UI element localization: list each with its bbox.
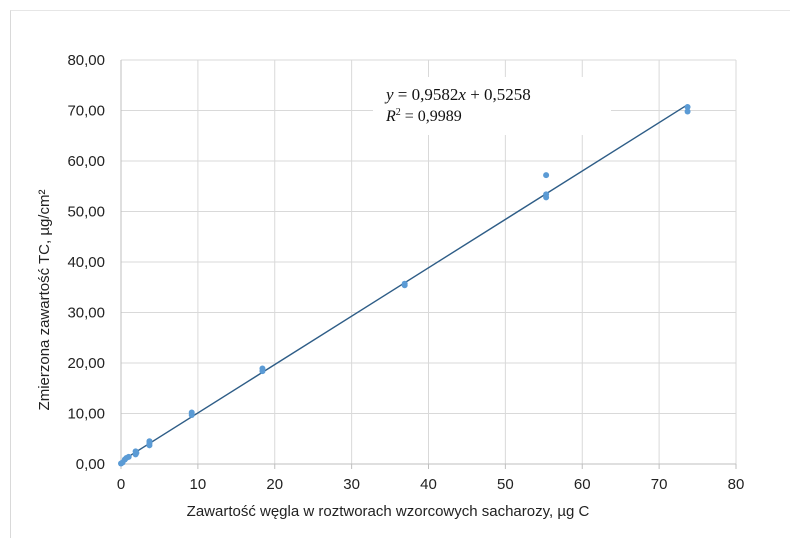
- x-tick-label: 30: [343, 476, 360, 493]
- y-tick-label: 10,00: [67, 406, 105, 423]
- data-point: [146, 438, 153, 445]
- y-tick-label: 70,00: [67, 103, 105, 120]
- y-tick-label: 20,00: [67, 355, 105, 372]
- data-point: [401, 280, 408, 287]
- equation-y: y: [384, 85, 394, 104]
- data-point: [684, 108, 691, 115]
- x-axis-title: Zawartość węgla w roztworach wzorcowych …: [187, 503, 590, 520]
- y-tick-label: 0,00: [76, 456, 105, 473]
- data-point: [133, 449, 140, 456]
- y-tick-label: 80,00: [67, 52, 105, 69]
- equation-label-bg: [373, 77, 611, 135]
- y-axis-title: Zmierzona zawartość TC, µg/cm²: [36, 190, 53, 411]
- y-tick-label: 40,00: [67, 254, 105, 271]
- chart-frame: 0 10 20 30 40 50 60 70 80 0,00 10,00 20,00 30,00 40,0…: [10, 10, 790, 538]
- data-point: [125, 453, 132, 460]
- x-tick-label: 40: [420, 476, 437, 493]
- data-point: [684, 103, 691, 110]
- tick-labels: 0 10 20 30 40 50 60 70 80 0,00 10,00 20,00 30,00 40,0…: [67, 52, 744, 493]
- y-tick-label: 60,00: [67, 153, 105, 170]
- equation-intercept: + 0,5258: [466, 85, 531, 104]
- equation-x: x: [457, 85, 466, 104]
- scatter-chart: 0 10 20 30 40 50 60 70 80 0,00 10,00 20,00 30,00 40,0…: [36, 52, 744, 520]
- x-tick-label: 10: [190, 476, 207, 493]
- x-tick-label: 70: [651, 476, 668, 493]
- axes: [120, 60, 737, 469]
- data-points: [118, 103, 691, 467]
- data-point: [259, 365, 266, 372]
- x-tick-label: 80: [728, 476, 745, 493]
- r-squared-label: R2 = 0,9989: [385, 107, 462, 125]
- y-tick-label: 50,00: [67, 204, 105, 221]
- data-point: [543, 172, 550, 179]
- data-point: [188, 409, 195, 416]
- x-tick-label: 0: [117, 476, 125, 493]
- data-point: [543, 191, 550, 198]
- r2-r: R: [385, 108, 396, 125]
- x-tick-label: 20: [266, 476, 283, 493]
- trendline-equation: y = 0,9582x + 0,5258: [384, 85, 531, 104]
- x-tick-label: 60: [574, 476, 591, 493]
- r2-superscript: 2: [396, 107, 401, 118]
- r2-value: = 0,9989: [401, 108, 462, 125]
- equation-coef: = 0,9582: [394, 85, 459, 104]
- y-tick-label: 30,00: [67, 305, 105, 322]
- x-tick-label: 50: [497, 476, 514, 493]
